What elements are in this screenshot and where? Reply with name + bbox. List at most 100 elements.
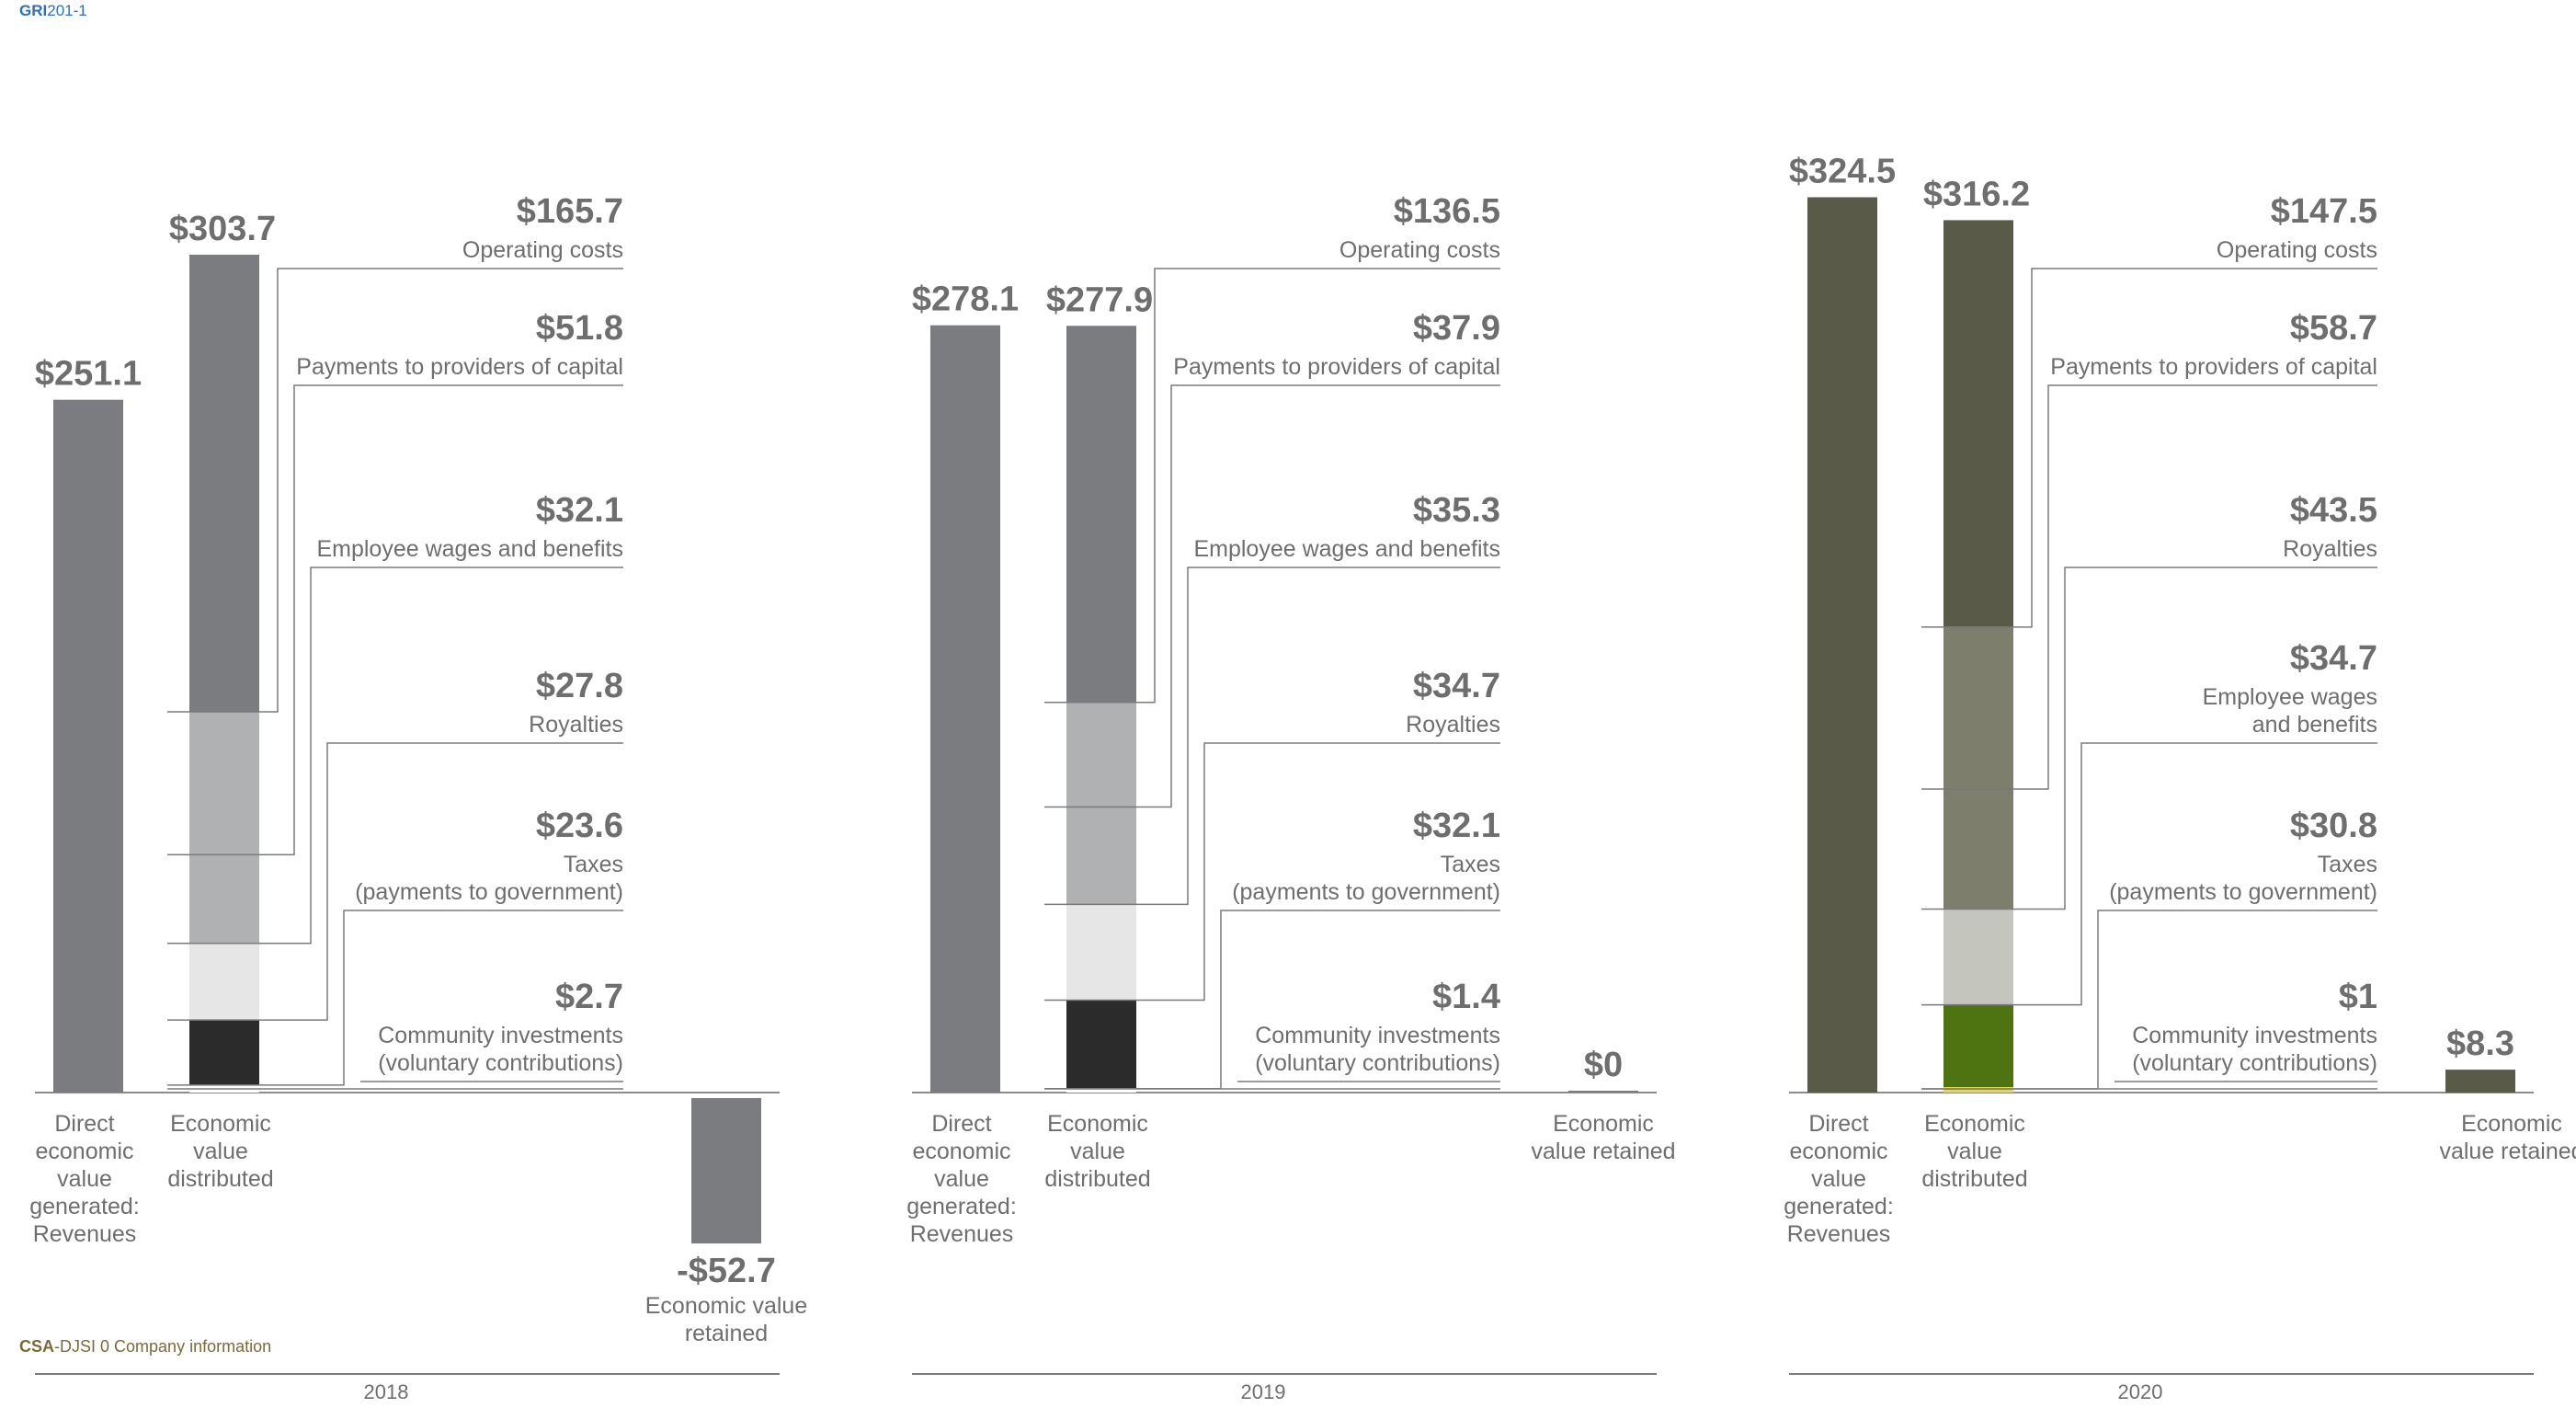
distributed-category-line: Economic [1924,1111,2025,1137]
distributed-segment [1943,1004,2013,1090]
leader-line [167,567,623,944]
leader-line [167,742,623,1021]
retained-category-line: value retained [2439,1139,2576,1164]
csa-tag: CSA [19,1337,54,1356]
component-name: Community investments [378,1023,623,1048]
component-value: $27.8 [536,667,623,705]
component-name: Payments to providers of capital [2050,354,2377,380]
distributed-category-line: distributed [167,1166,273,1192]
component-name: (payments to government) [2109,879,2377,905]
gri-code: 201-1 [47,2,86,19]
distributed-segment [1066,807,1136,905]
revenues-category-line: Direct [1808,1111,1868,1137]
component-value: $51.8 [536,309,623,348]
component-value: $147.5 [2271,192,2377,231]
leader-line [1921,384,2377,790]
component-name: Employee wages [2203,684,2377,710]
component-name: (voluntary contributions) [2132,1050,2377,1076]
component-value: $30.8 [2290,807,2377,845]
component-value: $34.7 [1413,667,1500,705]
distributed-segment [189,254,259,712]
distributed-segment [1066,904,1136,1001]
revenues-category-line: economic [913,1139,1011,1164]
component-name: Royalties [2283,536,2377,562]
panel-2018: $251.1Directeconomicvaluegenerated:Reven… [29,192,807,1403]
revenues-category-line: value [1811,1166,1866,1192]
component-name: Payments to providers of capital [296,354,623,380]
revenues-category-line: Revenues [910,1221,1014,1247]
distributed-segment [1066,1000,1136,1089]
component-name: Community investments [2132,1023,2377,1048]
retained-value: $0 [1584,1046,1623,1084]
retained-category-line: Economic value [645,1293,807,1319]
component-value: $34.7 [2290,639,2377,678]
revenues-category-line: Revenues [1787,1221,1891,1247]
leader-line [1921,567,2377,910]
gri-tag: GRI [19,2,47,19]
component-value: $32.1 [536,491,623,530]
csa-rest: -DJSI 0 Company information [54,1337,271,1356]
leader-line [167,384,623,856]
component-value: $165.7 [517,192,623,231]
component-value: $136.5 [1394,192,1500,231]
distributed-category-line: Economic [170,1111,271,1137]
retained-value: -$52.7 [677,1252,776,1290]
distributed-value: $303.7 [169,210,276,248]
component-name: Employee wages and benefits [1193,536,1500,562]
component-name: Operating costs [2217,237,2377,263]
revenues-bar [930,325,1000,1093]
retained-category-line: retained [685,1321,768,1346]
component-name: (payments to government) [355,879,623,905]
leader-line [167,910,623,1086]
leader-line [1044,268,1500,704]
revenues-category-line: Revenues [33,1221,137,1247]
distributed-segment [1943,220,2013,627]
revenues-category-line: Direct [931,1111,991,1137]
component-name: Royalties [1406,712,1500,738]
revenues-value: $251.1 [35,355,142,394]
panel-2019: $278.1Directeconomicvaluegenerated:Reven… [906,192,1675,1403]
leader-line [1044,384,1500,808]
component-name: Employee wages and benefits [316,536,623,562]
component-name: Royalties [529,712,623,738]
distributed-segment-yellow [1943,1087,2013,1093]
year-label: 2018 [364,1380,409,1403]
gri-reference: GRI201-1 [19,2,87,19]
distributed-category-line: value [193,1139,248,1164]
distributed-segment [1066,326,1136,703]
distributed-segment [189,943,259,1021]
distributed-segment [1943,909,2013,1005]
leader-line [1921,268,2377,628]
retained-category-line: value retained [1531,1139,1675,1164]
component-value: $32.1 [1413,807,1500,845]
distributed-category-line: value [1070,1139,1125,1164]
retained-value: $8.3 [2446,1025,2514,1063]
revenues-value: $324.5 [1789,153,1896,191]
distributed-category-line: distributed [1921,1166,2027,1192]
year-label: 2019 [1241,1380,1286,1403]
component-name: Community investments [1255,1023,1500,1048]
component-name: Operating costs [1339,237,1500,263]
retained-bar [691,1098,761,1244]
component-value: $2.7 [555,978,623,1016]
revenues-bar [53,399,123,1093]
component-name: (voluntary contributions) [378,1050,623,1076]
distributed-segment [1943,626,2013,789]
distributed-category-line: distributed [1044,1166,1150,1192]
distributed-segment [1943,789,2013,910]
revenues-bar [1807,197,1877,1093]
panel-2020: $324.5Directeconomicvaluegenerated:Reven… [1784,153,2576,1404]
distributed-segment [189,1020,259,1085]
component-value: $35.3 [1413,491,1500,530]
component-name: Payments to providers of capital [1173,354,1500,380]
leader-line [1044,567,1500,906]
revenues-category-line: generated: [906,1194,1017,1219]
revenues-category-line: economic [1790,1139,1888,1164]
year-panels: $251.1Directeconomicvaluegenerated:Reven… [29,153,2576,1404]
component-name: Taxes [2318,852,2377,877]
distributed-value: $316.2 [1923,175,2030,213]
distributed-segment [1066,702,1136,807]
component-name: Taxes [1441,852,1500,877]
